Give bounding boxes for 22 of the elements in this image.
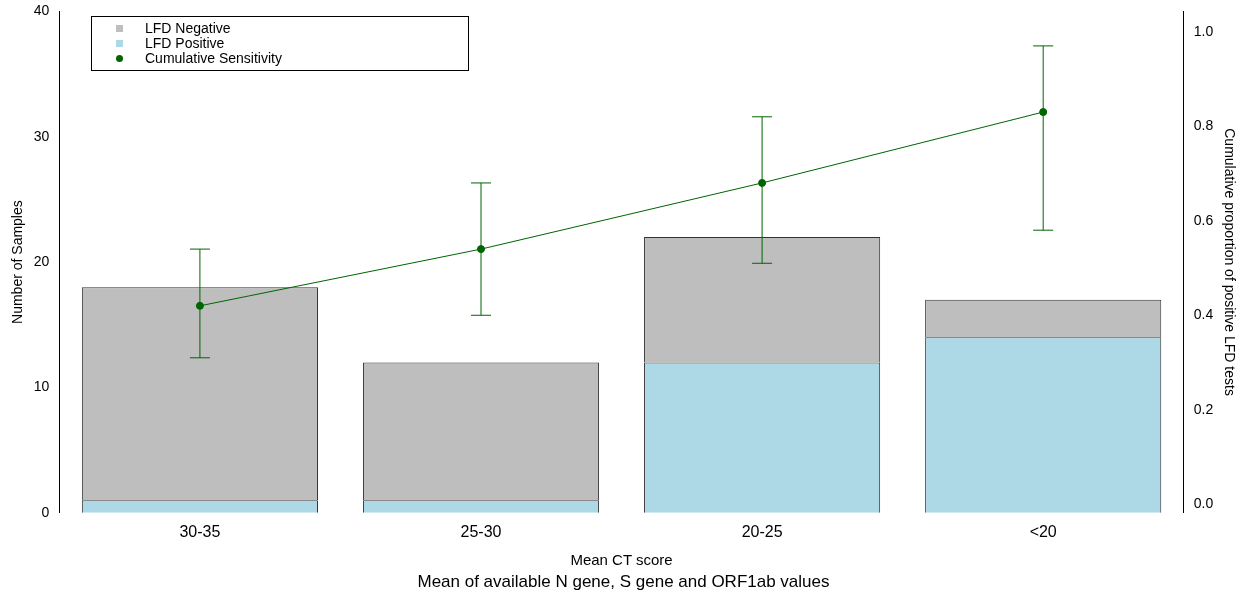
y2-tick-label: 0.8 — [1193, 117, 1214, 134]
legend-label: Cumulative Sensitivity — [145, 50, 282, 66]
x-tick-label: 25-30 — [460, 522, 502, 540]
y2-tick-label: 1.0 — [1193, 22, 1214, 39]
y-tick-label: 30 — [33, 127, 50, 144]
y-tick-label: 40 — [33, 2, 50, 19]
y2-axis-title: Cumulative proportion of positive LFD tests — [1221, 128, 1238, 396]
x-tick-label: <20 — [1029, 522, 1057, 540]
x-axis-title: Mean CT score — [570, 551, 673, 569]
text: Mean of available N gene, S gene and ORF1ab values — [416, 572, 831, 592]
legend-label: LFD Positive — [145, 35, 225, 51]
y2-tick-label: 0.6 — [1193, 211, 1214, 228]
x-tick-label: 30-35 — [179, 522, 221, 540]
y-tick-label: 10 — [33, 378, 50, 395]
x-tick-label: 20-25 — [741, 522, 783, 540]
y2-tick-label: 0.4 — [1193, 306, 1214, 323]
legend-label: LFD Negative — [145, 20, 231, 36]
y2-tick-label: 0.0 — [1193, 495, 1214, 512]
y-tick-label: 0 — [41, 503, 50, 520]
y-axis-title: Number of Samples — [9, 200, 26, 324]
y-tick-label: 20 — [33, 252, 50, 269]
y2-tick-label: 0.2 — [1193, 400, 1214, 417]
